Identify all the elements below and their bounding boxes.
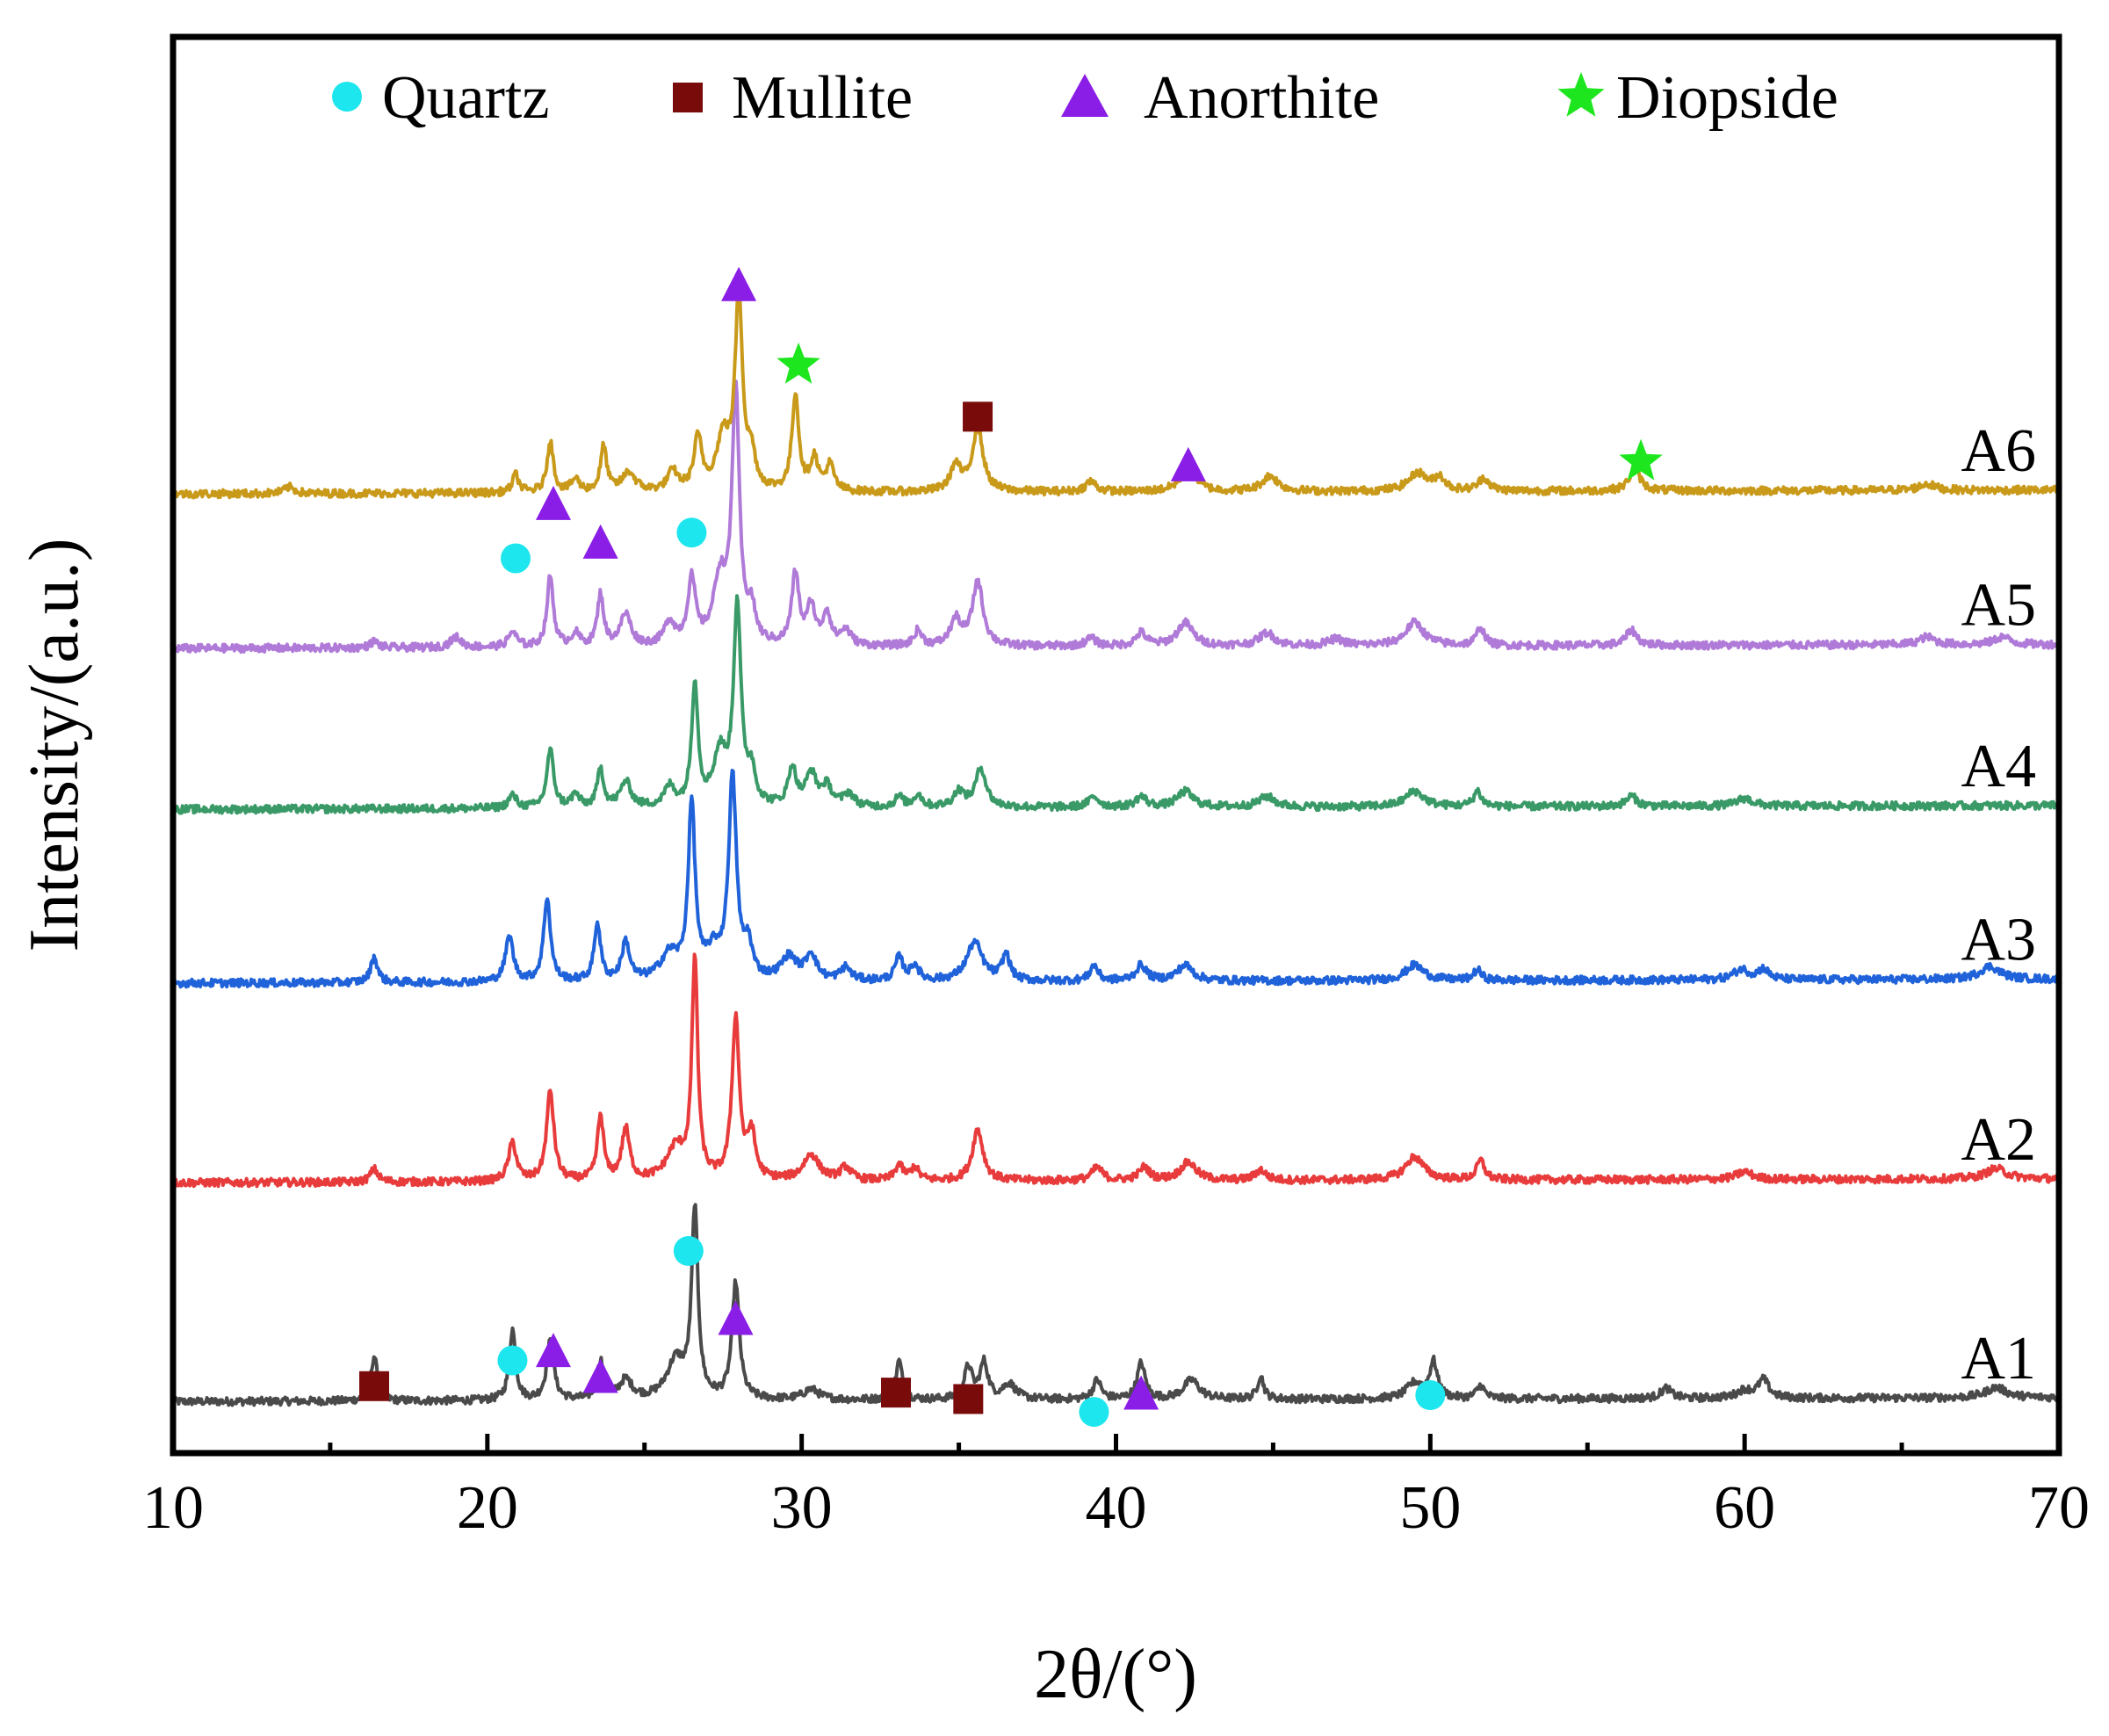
legend-item-mullite: Mullite — [673, 64, 913, 132]
series-line-a5 — [171, 380, 2061, 655]
series-label-a2: A2 — [1961, 1106, 2036, 1174]
mullite-marker-icon — [673, 83, 703, 112]
anorthite-marker — [535, 485, 571, 520]
anorthite-marker — [535, 1333, 571, 1368]
anorthite-marker — [1123, 1375, 1159, 1410]
x-tick-label: 70 — [2028, 1474, 2090, 1542]
anorthite-marker — [718, 1300, 754, 1335]
series-line-a4 — [171, 594, 2061, 815]
series-line-a6 — [171, 282, 2060, 500]
legend-label-quartz: Quartz — [382, 64, 549, 132]
legend-item-diopside: Diopside — [1557, 64, 1838, 132]
anorthite-marker-icon — [1061, 74, 1109, 117]
series-line-a3 — [171, 769, 2061, 989]
quartz-marker — [673, 1235, 704, 1266]
legend-label-diopside: Diopside — [1616, 64, 1838, 132]
series-line-a2 — [172, 952, 2061, 1189]
x-tick-label: 20 — [457, 1474, 518, 1542]
x-tick-label: 30 — [771, 1474, 833, 1542]
legend-item-anorthite: Anorthite — [1061, 64, 1379, 132]
quartz-marker — [1079, 1397, 1109, 1428]
x-tick-label: 50 — [1399, 1474, 1461, 1542]
series-label-a5: A5 — [1961, 572, 2036, 640]
series-label-a4: A4 — [1961, 733, 2036, 800]
phase-annotations — [359, 266, 1663, 1428]
quartz-marker — [497, 1345, 528, 1376]
diopside-marker — [776, 342, 820, 384]
anorthite-marker — [721, 266, 757, 301]
plot-frame — [170, 33, 2062, 1457]
quartz-marker — [501, 543, 531, 574]
series-label-a1: A1 — [1961, 1325, 2036, 1392]
series-label-a3: A3 — [1961, 907, 2036, 974]
legend-label-mullite: Mullite — [732, 64, 913, 132]
diopside-marker — [1619, 438, 1663, 481]
x-axis-ticks: 10 20 30 40 50 60 70 — [142, 1434, 2090, 1542]
x-axis-title: 2θ/(°) — [1034, 1636, 1197, 1713]
mullite-marker — [963, 401, 993, 432]
mullite-marker — [359, 1371, 390, 1401]
legend-item-quartz: Quartz — [332, 64, 549, 132]
x-tick-label: 10 — [142, 1474, 204, 1542]
series-layer: A1 A2 A3 A4 A5 A6 — [171, 282, 2061, 1407]
x-tick-label: 60 — [1714, 1474, 1775, 1542]
mullite-marker — [953, 1384, 984, 1414]
quartz-marker — [676, 517, 707, 548]
diopside-marker-icon — [1557, 72, 1605, 117]
mullite-marker — [881, 1378, 912, 1408]
series-label-a6: A6 — [1961, 417, 2036, 485]
series-line-a1 — [171, 1203, 2061, 1407]
y-axis-title: Intensity/(a.u.) — [16, 539, 93, 952]
x-tick-label: 40 — [1086, 1474, 1147, 1542]
legend-label-anorthite: Anorthite — [1144, 64, 1379, 132]
anorthite-marker — [1170, 446, 1206, 481]
anorthite-marker — [582, 524, 618, 559]
quartz-marker-icon — [332, 82, 362, 112]
legend: Quartz Mullite Anorthite Diopside — [332, 64, 1838, 132]
anorthite-marker — [582, 1358, 618, 1393]
quartz-marker — [1415, 1380, 1446, 1411]
